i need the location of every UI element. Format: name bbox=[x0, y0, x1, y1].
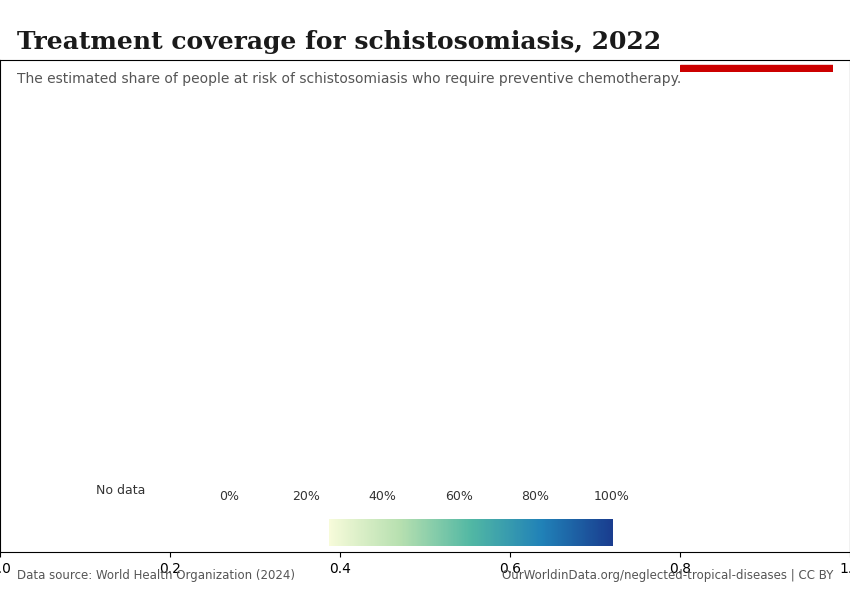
Text: The estimated share of people at risk of schistosomiasis who require preventive : The estimated share of people at risk of… bbox=[17, 72, 681, 86]
Bar bbox=[153, 519, 199, 546]
Bar bbox=[153, 519, 199, 546]
Text: Our World: Our World bbox=[721, 26, 792, 40]
Text: OurWorldinData.org/neglected-tropical-diseases | CC BY: OurWorldinData.org/neglected-tropical-di… bbox=[502, 569, 833, 582]
Text: 100%: 100% bbox=[594, 490, 630, 503]
Text: in Data: in Data bbox=[731, 44, 782, 58]
Text: 80%: 80% bbox=[522, 490, 549, 503]
Text: No data: No data bbox=[96, 484, 145, 497]
Text: Data source: World Health Organization (2024): Data source: World Health Organization (… bbox=[17, 569, 295, 582]
Text: 20%: 20% bbox=[292, 490, 320, 503]
Text: 60%: 60% bbox=[445, 490, 473, 503]
Text: 40%: 40% bbox=[369, 490, 396, 503]
Text: 0%: 0% bbox=[219, 490, 240, 503]
Bar bbox=[680, 65, 833, 72]
Text: Treatment coverage for schistosomiasis, 2022: Treatment coverage for schistosomiasis, … bbox=[17, 30, 661, 54]
